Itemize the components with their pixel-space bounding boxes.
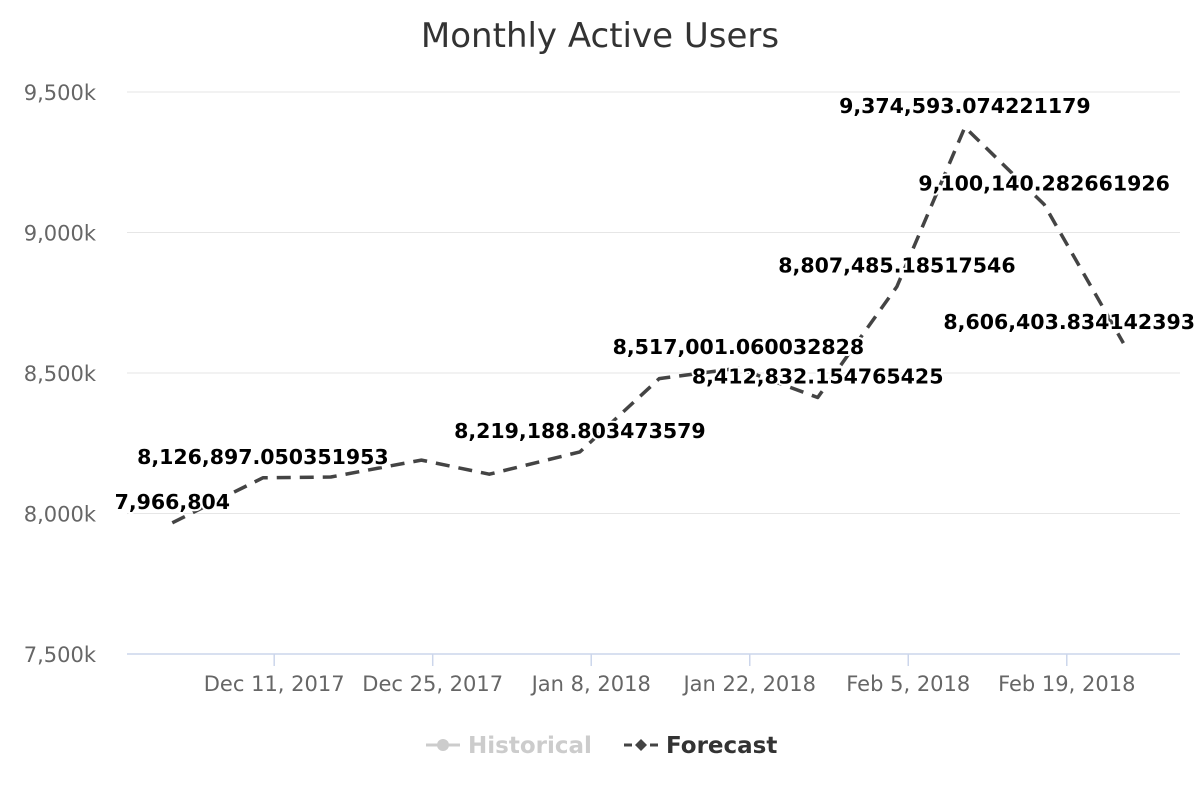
data-label: 9,374,593.074221179 bbox=[839, 94, 1091, 118]
legend-label: Forecast bbox=[666, 733, 777, 759]
data-label: 8,126,897.050351953 bbox=[137, 445, 389, 469]
x-axis: Dec 11, 2017 Dec 25, 2017 Jan 8, 2018 Jan 2… bbox=[127, 653, 1180, 696]
y-tick-label: 9,000k bbox=[24, 222, 97, 246]
data-label: 8,219,188.803473579 bbox=[454, 419, 706, 443]
plot-series bbox=[171, 125, 1125, 525]
diamond-marker-icon bbox=[635, 739, 647, 751]
data-label: 8,412,832.154765425 bbox=[692, 364, 944, 388]
x-tick-label: Feb 19, 2018 bbox=[998, 672, 1135, 696]
data-labels: 7,966,804 8,126,897.050351953 8,219,188.80… bbox=[113, 92, 1197, 516]
data-label: 9,100,140.282661926 bbox=[918, 171, 1170, 195]
x-tick-label: Dec 25, 2017 bbox=[362, 672, 503, 696]
y-tick-label: 9,500k bbox=[24, 81, 97, 105]
chart-title: Monthly Active Users bbox=[421, 16, 779, 56]
legend-label: Historical bbox=[468, 733, 592, 759]
gridlines bbox=[127, 91, 1180, 514]
x-tick-label: Jan 8, 2018 bbox=[530, 672, 651, 696]
x-tick-label: Jan 22, 2018 bbox=[681, 672, 816, 696]
x-tick-label: Dec 11, 2017 bbox=[204, 672, 345, 696]
data-label: 8,517,001.060032828 bbox=[613, 335, 865, 359]
data-label: 8,807,485.18517546 bbox=[778, 254, 1015, 278]
legend-item-historical[interactable]: Historical bbox=[426, 733, 592, 759]
circle-marker-icon bbox=[437, 739, 449, 751]
data-label: 8,606,403.834142393 bbox=[943, 310, 1195, 334]
y-axis: 7,500k 8,000k 8,500k 9,000k 9,500k bbox=[24, 81, 97, 667]
legend-item-forecast[interactable]: Forecast bbox=[624, 733, 777, 759]
y-tick-label: 7,500k bbox=[24, 643, 97, 667]
data-label: 7,966,804 bbox=[115, 490, 230, 514]
series-line-forecast bbox=[171, 125, 1125, 525]
y-tick-label: 8,500k bbox=[24, 362, 97, 386]
y-tick-label: 8,000k bbox=[24, 503, 97, 527]
legend: Historical Forecast bbox=[426, 733, 777, 759]
x-tick-label: Feb 5, 2018 bbox=[846, 672, 970, 696]
